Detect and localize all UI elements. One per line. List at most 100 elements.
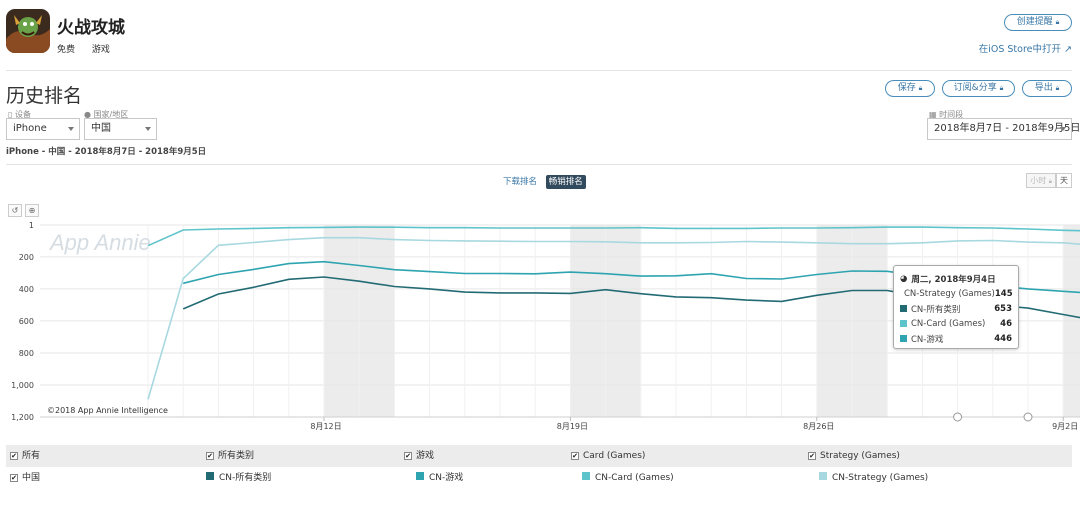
- country-select[interactable]: 中国: [84, 118, 157, 140]
- open-ios-store-link[interactable]: 在iOS Store中打开 ↗: [979, 41, 1072, 55]
- lock-icon: 🔒︎: [1048, 178, 1052, 185]
- tooltip-date: 周二, 2018年9月4日: [911, 274, 996, 285]
- y-tick-label: 200: [19, 253, 34, 262]
- device-select[interactable]: iPhone: [6, 118, 80, 140]
- checkbox-icon: ✔: [808, 452, 816, 460]
- tooltip-series-value: 46: [1000, 318, 1012, 329]
- tooltip-row: CN-所有类别 653: [900, 301, 1012, 316]
- legend-check-strategy[interactable]: ✔ Strategy (Games): [808, 445, 900, 467]
- legend-series-games[interactable]: CN-游戏: [416, 467, 463, 489]
- chart-tooltip: ◕ 周二, 2018年9月4日 CN-Strategy (Games) 145 CN…: [893, 265, 1019, 349]
- device-label: ▯ 设备: [8, 109, 31, 120]
- period-label-text: 时间段: [939, 110, 964, 119]
- tooltip-series-value: 145: [994, 288, 1013, 299]
- legend-check-country[interactable]: ✔ 中国: [10, 467, 40, 489]
- legend-series-label: CN-Card (Games): [595, 473, 674, 483]
- device-icon: ▯: [8, 110, 13, 119]
- calendar-icon: ▦: [929, 110, 937, 119]
- tab-downloads[interactable]: 下载排名: [503, 177, 538, 187]
- period-value: 2018年8月7日 - 2018年9月5日: [934, 123, 1080, 134]
- legend-all-categories-label: 所有类别: [218, 451, 255, 461]
- legend-series-all[interactable]: CN-所有类别: [206, 467, 271, 489]
- checkbox-icon: ✔: [206, 452, 214, 460]
- unit-hour-label: 小时: [1030, 176, 1047, 185]
- subscribe-share-label: 订阅&分享: [953, 83, 997, 93]
- tooltip-series-value: 446: [994, 333, 1012, 344]
- chevron-down-icon: [1060, 127, 1066, 131]
- lock-icon: 🔒︎: [999, 84, 1004, 92]
- app-title: 火战攻城: [57, 18, 125, 38]
- x-tick-label: 8月12日: [310, 422, 341, 431]
- app-price: 免费: [57, 45, 76, 55]
- legend-country-label: 中国: [22, 473, 41, 483]
- legend-series-label: CN-Strategy (Games): [832, 473, 929, 483]
- device-label-text: 设备: [14, 110, 31, 119]
- legend-series-label: CN-所有类别: [219, 473, 272, 483]
- export-label: 导出: [1034, 83, 1053, 93]
- filters-divider: [6, 164, 1072, 165]
- reset-zoom-button[interactable]: ↺: [8, 204, 22, 217]
- legend-series-strategy[interactable]: CN-Strategy (Games): [819, 467, 928, 489]
- save-label: 保存: [897, 83, 916, 93]
- lock-icon: 🔒︎: [1055, 84, 1060, 92]
- tooltip-row: CN-Strategy (Games) 145: [900, 286, 1013, 301]
- rank-history-chart[interactable]: 1 200 400 600 800 1,000 1,200 8月12日 8月19日 8月26日 9…: [0, 214, 1080, 436]
- x-tick-label: 9月2日: [1052, 422, 1078, 431]
- legend-country-row: ✔ 中国 CN-所有类别 CN-游戏 CN-Card (Games) CN-Str…: [6, 467, 1072, 489]
- app-icon: [6, 9, 50, 53]
- country-value: 中国: [91, 123, 111, 134]
- unit-hour-button[interactable]: 小时 🔒︎: [1026, 173, 1056, 188]
- tooltip-series-value: 653: [994, 303, 1012, 314]
- legend-strategy-label: Strategy (Games): [820, 451, 900, 461]
- y-tick-label: 1,000: [11, 381, 34, 390]
- unit-toggle: 小时 🔒︎ 天: [1026, 173, 1072, 188]
- legend-series-card[interactable]: CN-Card (Games): [582, 467, 674, 489]
- legend-check-card[interactable]: ✔ Card (Games): [571, 445, 645, 467]
- y-tick-label: 1: [29, 221, 34, 230]
- app-category[interactable]: 游戏: [91, 45, 110, 55]
- chevron-down-icon: [68, 127, 74, 131]
- app-meta: 免费 游戏: [57, 42, 124, 55]
- legend-check-all[interactable]: ✔ 所有: [10, 445, 40, 467]
- zoom-button[interactable]: ⊕: [25, 204, 39, 217]
- rank-type-tabs: 下载排名 畅销排名: [503, 175, 586, 189]
- device-value: iPhone: [13, 123, 47, 134]
- x-tick-label: 8月19日: [557, 422, 588, 431]
- tooltip-header: ◕ 周二, 2018年9月4日: [900, 271, 1012, 286]
- period-label: ▦ 时间段: [929, 109, 963, 120]
- period-select[interactable]: 2018年8月7日 - 2018年9月5日: [927, 118, 1080, 140]
- y-tick-label: 1,200: [11, 413, 34, 422]
- legend-swatch: [582, 472, 590, 480]
- checkbox-icon: ✔: [10, 474, 18, 482]
- clock-icon: ◕: [900, 273, 908, 284]
- tooltip-series-name: CN-游戏: [911, 334, 944, 345]
- y-tick-label: 800: [19, 349, 34, 358]
- tooltip-row: CN-Card (Games) 46: [900, 316, 1012, 331]
- checkbox-icon: ✔: [571, 452, 579, 460]
- save-button[interactable]: 保存 🔒︎: [885, 80, 935, 97]
- series-line: [147, 226, 1080, 247]
- tooltip-series-name: CN-Card (Games): [911, 318, 986, 329]
- subscribe-share-button[interactable]: 订阅&分享 🔒︎: [942, 80, 1015, 97]
- legend-check-all-categories[interactable]: ✔ 所有类别: [206, 445, 254, 467]
- tooltip-swatch: [900, 320, 907, 327]
- create-alert-button[interactable]: 创建提醒 🔒︎: [1004, 14, 1072, 31]
- legend-swatch: [416, 472, 424, 480]
- selection-summary: iPhone - 中国 - 2018年8月7日 - 2018年9月5日: [6, 147, 207, 157]
- x-tick-label: 8月26日: [803, 422, 834, 431]
- country-label-text: 国家/地区: [93, 110, 129, 119]
- legend-check-games[interactable]: ✔ 游戏: [404, 445, 434, 467]
- series-line: [147, 236, 1080, 400]
- tooltip-swatch: [900, 305, 907, 312]
- country-label: ● 国家/地区: [84, 109, 128, 120]
- reset-icon: ↺: [11, 206, 19, 215]
- chart-copyright: ©2018 App Annie Intelligence: [47, 406, 168, 415]
- event-marker: [953, 412, 963, 422]
- unit-day-button[interactable]: 天: [1056, 173, 1072, 188]
- lock-icon: 🔒︎: [918, 84, 923, 92]
- zoom-icon: ⊕: [28, 206, 36, 215]
- tab-grossing[interactable]: 畅销排名: [545, 175, 586, 189]
- y-tick-label: 400: [19, 285, 34, 294]
- chart-watermark: App Annie: [48, 230, 151, 255]
- export-button[interactable]: 导出 🔒︎: [1022, 80, 1072, 97]
